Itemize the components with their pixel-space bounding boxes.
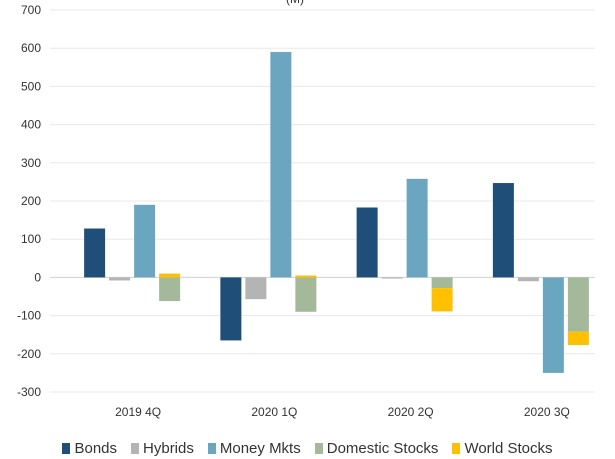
y-tick-label: -100	[17, 309, 41, 323]
bar-world-stocks	[431, 288, 453, 312]
y-tick-label: 400	[21, 118, 41, 132]
legend: Bonds Hybrids Money Mkts Domestic Stocks Wor…	[0, 437, 615, 459]
x-category-label: 2020 1Q	[251, 405, 297, 419]
legend-swatch	[207, 442, 216, 454]
bar-domestic-stocks	[159, 277, 181, 302]
x-axis-categories: 2019 4Q 2020 1Q 2020 2Q 2020 3Q	[115, 405, 570, 419]
legend-swatch	[452, 442, 461, 454]
legend-label: Hybrids	[143, 439, 194, 457]
bar-bonds	[356, 207, 378, 278]
legend-label: Bonds	[74, 439, 118, 457]
legend-item: World Stocks	[452, 439, 553, 457]
legend-label: Domestic Stocks	[326, 439, 439, 457]
bar-money-mkts	[542, 277, 564, 373]
bar-money-mkts	[406, 178, 428, 278]
legend-label: World Stocks	[464, 439, 553, 457]
bar-money-mkts	[134, 204, 156, 278]
bar-bonds	[84, 228, 106, 278]
y-tick-label: 200	[21, 194, 41, 208]
bar-hybrids	[245, 277, 267, 300]
y-tick-label: 600	[21, 41, 41, 55]
y-tick-label: 100	[21, 232, 41, 246]
bar-world-stocks	[159, 273, 181, 278]
y-tick-label: -300	[17, 385, 41, 399]
bar-hybrids	[517, 277, 539, 282]
legend-item: Money Mkts	[207, 439, 301, 457]
bar-hybrids	[109, 277, 131, 281]
legend-swatch	[314, 442, 323, 454]
bar-hybrids	[381, 277, 403, 279]
bar-domestic-stocks	[431, 277, 453, 289]
chart-title-fragment: (M)	[286, 0, 304, 6]
legend-label: Money Mkts	[219, 439, 301, 457]
bar-bonds	[220, 277, 242, 341]
bar-world-stocks	[567, 331, 589, 346]
x-category-label: 2020 2Q	[388, 405, 434, 419]
x-category-label: 2019 4Q	[115, 405, 161, 419]
y-tick-label: 700	[21, 3, 41, 17]
legend-item: Bonds	[62, 440, 117, 457]
bar-world-stocks	[295, 275, 317, 278]
y-tick-label: 300	[21, 156, 41, 170]
y-axis-ticks: 700 600 500 400 300 200 100 0 -100 -200 -300	[17, 3, 41, 399]
legend-swatch	[131, 442, 140, 454]
y-tick-label: 500	[21, 79, 41, 93]
legend-item: Hybrids	[131, 440, 194, 457]
bar-money-mkts	[270, 52, 292, 278]
bar-domestic-stocks	[567, 277, 589, 332]
legend-item: Domestic Stocks	[314, 439, 439, 457]
y-tick-label: 0	[34, 270, 41, 284]
bar-domestic-stocks	[295, 277, 317, 312]
y-tick-label: -200	[17, 347, 41, 361]
legend-swatch	[62, 442, 71, 454]
bar-bonds	[492, 183, 514, 278]
x-category-label: 2020 3Q	[524, 405, 570, 419]
bars	[84, 52, 589, 373]
